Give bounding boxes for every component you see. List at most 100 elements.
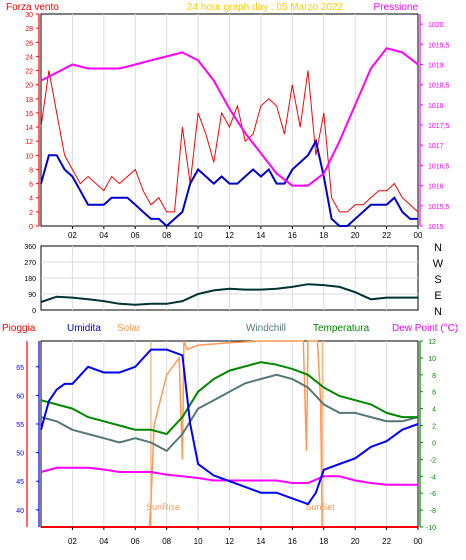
header-right-label: Pressione	[374, 2, 419, 13]
direction-tick-label: 360	[24, 244, 36, 251]
x-tick-label: 20	[351, 231, 360, 240]
series-umiditaline	[40, 348, 419, 506]
wind-average-line	[40, 138, 418, 228]
x-tick-label: 02	[68, 537, 77, 546]
pressure-tick-label: 1020	[428, 22, 444, 29]
temperature-tick-label: -10	[426, 525, 436, 532]
wind-tick-label: 16	[25, 111, 33, 118]
temperature-tick-label: -6	[430, 491, 436, 498]
x-tick-label: 00	[414, 537, 423, 546]
wind-tick-label: 22	[25, 69, 33, 76]
humidity-tick-label: 45	[16, 479, 24, 486]
compass-label: E	[434, 290, 441, 302]
temperature-tick-label: 12	[428, 339, 436, 346]
humidity-tick-label: 65	[16, 365, 24, 372]
compass-label: S	[434, 274, 441, 286]
sun-marker-label: SunRise	[146, 502, 180, 512]
wind-tick-label: 18	[25, 97, 33, 104]
x-tick-label: 06	[131, 537, 140, 546]
wind-tick-label: 30	[25, 12, 33, 19]
compass-label: N	[434, 242, 442, 254]
humidity-tick-label: 50	[16, 451, 24, 458]
temperature-tick-label: -8	[430, 508, 436, 515]
pressure-line	[40, 47, 419, 187]
series-solarline	[41, 340, 418, 528]
x-tick-label: 22	[382, 231, 391, 240]
wind-tick-label: 24	[25, 54, 33, 61]
pressure-tick-label: 1019,5	[428, 42, 450, 49]
wind-tick-label: 0	[29, 224, 33, 231]
wind-tick-label: 26	[25, 40, 33, 47]
legend-entry: Windchill	[246, 323, 286, 334]
pressure-tick-label: 1017,5	[428, 123, 450, 130]
wind-tick-label: 12	[25, 139, 33, 146]
wind-gust-line	[40, 70, 419, 213]
temperature-humidity-panel: 40 45 50 55 60 65 -10 -8 -6 -4 -2 0 2 4 6 8 10 12 SunRise…	[16, 339, 436, 532]
legend-entry: Temperatura	[313, 323, 370, 334]
x-tick-label: 16	[288, 231, 297, 240]
x-tick-label: 10	[194, 537, 203, 546]
temperature-tick-label: 8	[432, 373, 436, 380]
x-ticks-temperature: 02 04 06 08 10 12 14 16 18 20 22 00	[68, 527, 423, 546]
temperature-tick-label: 6	[432, 390, 436, 397]
x-tick-label: 22	[382, 537, 391, 546]
wind-tick-label: 8	[29, 167, 33, 174]
direction-tick-label: 90	[28, 292, 36, 299]
header-title: 24 hour graph day : 05 Marzo 2022	[187, 2, 344, 13]
compass-label: N	[434, 306, 442, 318]
series-windchillline	[40, 373, 419, 453]
pressure-tick-label: 1017	[428, 143, 444, 150]
x-tick-label: 08	[162, 231, 171, 240]
x-tick-label: 16	[288, 537, 297, 546]
pressure-tick-label: 1016,5	[428, 163, 450, 170]
pressure-tick-label: 1018,5	[428, 83, 450, 90]
temperature-tick-label: 0	[432, 440, 436, 447]
x-tick-label: 12	[225, 231, 234, 240]
series-temperaturaline	[40, 361, 418, 436]
pressure-tick-label: 1019	[428, 62, 444, 69]
x-tick-label: 08	[162, 537, 171, 546]
header-left-label: Forza vento	[6, 2, 59, 13]
x-tick-label: 04	[99, 231, 108, 240]
x-tick-label: 06	[131, 231, 140, 240]
x-tick-label: 10	[194, 231, 203, 240]
x-tick-label: 00	[414, 231, 423, 240]
legend-entry: Solar	[117, 323, 141, 334]
pressure-tick-label: 1015,5	[428, 204, 450, 211]
humidity-tick-label: 40	[16, 508, 24, 515]
x-tick-label: 18	[319, 537, 328, 546]
wind-direction-line	[40, 283, 418, 306]
x-tick-label: 04	[99, 537, 108, 546]
wind-tick-label: 10	[25, 153, 33, 160]
humidity-tick-label: 60	[16, 393, 24, 400]
temperature-tick-label: -4	[430, 474, 436, 481]
legend-entry: Umidita	[67, 323, 101, 334]
wind-tick-label: 28	[25, 26, 33, 33]
wind-tick-label: 20	[25, 83, 33, 90]
pressure-tick-label: 1018	[428, 103, 444, 110]
legend: Pioggia Umidita Solar Windchill Temperatura D…	[2, 323, 458, 334]
direction-tick-label: 0	[32, 308, 36, 315]
x-tick-label: 14	[256, 537, 265, 546]
legend-entry: Dew Point (°C)	[392, 323, 458, 334]
wind-tick-label: 2	[29, 210, 33, 217]
pressure-tick-label: 1016	[428, 184, 444, 191]
x-tick-label: 20	[351, 537, 360, 546]
wind-pressure-panel: 02468101214161820222426283010151015,5101…	[25, 12, 449, 231]
x-tick-label: 12	[225, 537, 234, 546]
wind-tick-label: 4	[29, 196, 33, 203]
pressure-tick-label: 1015	[428, 224, 444, 231]
legend-entry: Pioggia	[2, 323, 36, 334]
wind-tick-label: 6	[29, 182, 33, 189]
humidity-tick-label: 55	[16, 422, 24, 429]
wind-tick-label: 14	[25, 125, 33, 132]
x-ticks-wind: 02 04 06 08 10 12 14 16 18 20 22 00	[68, 226, 423, 240]
x-tick-label: 18	[319, 231, 328, 240]
temperature-tick-label: 2	[432, 424, 436, 431]
direction-tick-label: 270	[24, 260, 36, 267]
temperature-tick-label: 10	[428, 356, 436, 363]
compass-label: W	[433, 258, 444, 270]
